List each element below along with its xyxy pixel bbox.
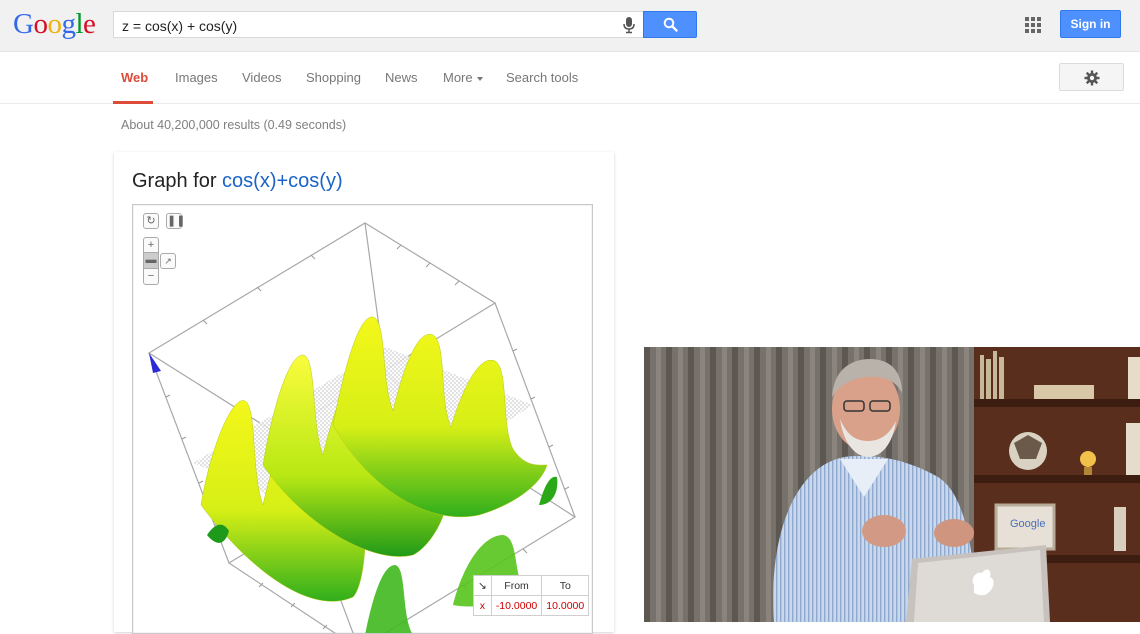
presenter-video[interactable]: Google — [644, 347, 1140, 622]
tab-news[interactable]: News — [385, 70, 418, 85]
x-from-input[interactable]: -10.0000 — [490, 595, 543, 616]
search-box[interactable] — [113, 11, 643, 38]
top-header: Google Sign in — [0, 0, 1140, 52]
logo-letter: g — [61, 8, 76, 40]
tab-shopping[interactable]: Shopping — [306, 70, 361, 85]
tab-more[interactable]: More — [443, 70, 483, 85]
graph-canvas[interactable]: ↻ ❚❚ + ▬ − ↗ ↘ From To x -10.0000 10.000… — [132, 204, 593, 634]
camera-icon[interactable]: ▬ — [143, 253, 159, 269]
pause-icon[interactable]: ❚❚ — [166, 213, 186, 229]
tab-web[interactable]: Web — [121, 70, 149, 85]
search-button[interactable] — [643, 11, 697, 38]
x-to-input[interactable]: 10.0000 — [541, 595, 590, 616]
grid-apps-icon[interactable] — [1025, 17, 1041, 33]
graph-function-link[interactable]: cos(x)+cos(y) — [222, 170, 343, 192]
zoom-in-button[interactable]: + — [143, 237, 159, 253]
collapse-arrow-icon[interactable]: ↘ — [473, 575, 492, 596]
from-header: From — [490, 575, 543, 596]
axes-icon[interactable]: ↗ — [160, 253, 176, 269]
google-logo[interactable]: Google — [13, 8, 96, 41]
tab-images[interactable]: Images — [175, 70, 218, 85]
frame-logo-text: Google — [1010, 518, 1045, 530]
active-tab-indicator — [113, 101, 153, 104]
search-nav: Web Images Videos Shopping News More Sea… — [0, 52, 1140, 104]
axis-marker-icon — [149, 353, 161, 373]
surface-plot[interactable] — [133, 205, 593, 634]
zoom-controls: + ▬ − — [143, 237, 159, 285]
graph-title-prefix: Graph for — [132, 170, 223, 192]
tab-videos[interactable]: Videos — [242, 70, 282, 85]
sign-in-button[interactable]: Sign in — [1060, 10, 1121, 38]
reset-icon[interactable]: ↻ — [143, 213, 159, 229]
logo-letter: o — [47, 8, 62, 40]
logo-letter: e — [83, 8, 96, 40]
result-stats: About 40,200,000 results (0.49 seconds) — [121, 118, 347, 132]
gear-icon — [1084, 70, 1100, 86]
microphone-icon[interactable] — [621, 16, 637, 34]
search-input[interactable] — [122, 17, 602, 34]
tab-search-tools[interactable]: Search tools — [506, 70, 579, 85]
cosine-surface — [200, 316, 558, 633]
settings-button[interactable] — [1059, 63, 1124, 91]
logo-letter: G — [13, 8, 34, 40]
graph-card: Graph for cos(x)+cos(y) — [114, 152, 614, 634]
x-range-label: x — [473, 595, 492, 616]
logo-letter: o — [33, 8, 48, 40]
graph-title: Graph for cos(x)+cos(y) — [132, 170, 343, 193]
range-table: ↘ From To x -10.0000 10.0000 — [473, 575, 590, 616]
tab-more-label: More — [443, 70, 473, 85]
zoom-out-button[interactable]: − — [143, 269, 159, 285]
logo-letter: l — [75, 8, 84, 40]
chevron-down-icon — [476, 76, 483, 81]
to-header: To — [541, 575, 590, 596]
magnifier-icon — [663, 17, 678, 32]
presenter-video-frame: Google — [644, 347, 1140, 622]
